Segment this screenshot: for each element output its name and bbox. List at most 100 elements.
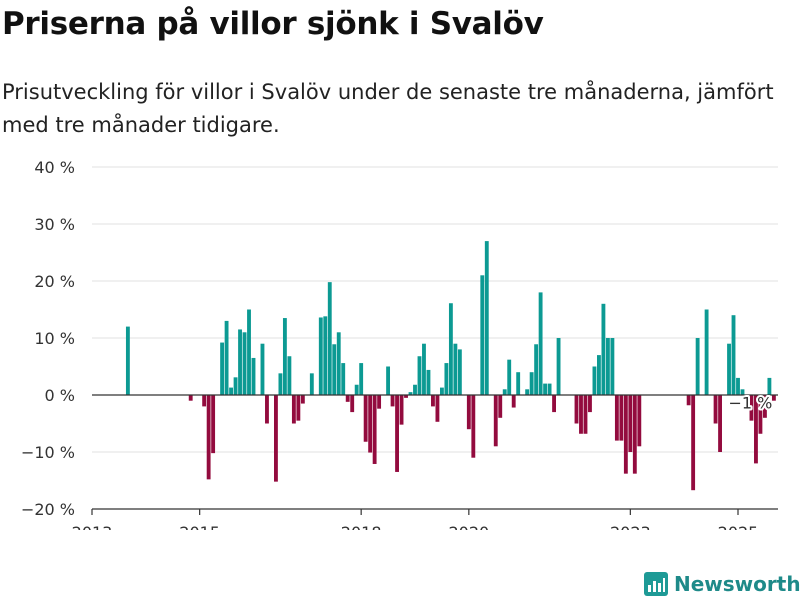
bar bbox=[628, 395, 633, 452]
x-tick-label: 2013 bbox=[72, 523, 113, 530]
bar bbox=[619, 395, 624, 441]
bar bbox=[309, 373, 314, 395]
bar bbox=[736, 377, 740, 395]
bar bbox=[233, 377, 238, 395]
x-tick-label: 2015 bbox=[179, 523, 220, 530]
x-tick-label: 2020 bbox=[448, 523, 489, 530]
bar bbox=[614, 395, 619, 441]
x-tick-label: 2025 bbox=[718, 523, 759, 530]
bar bbox=[686, 395, 691, 406]
bar bbox=[202, 395, 207, 407]
bar bbox=[282, 318, 287, 395]
label-layer: −1 % bbox=[726, 392, 774, 415]
bar bbox=[274, 395, 278, 482]
bar bbox=[511, 395, 516, 408]
y-tick-label: 30 % bbox=[34, 215, 75, 234]
bar bbox=[771, 395, 776, 401]
bar bbox=[238, 329, 242, 395]
bar bbox=[605, 338, 610, 395]
bar bbox=[206, 395, 211, 480]
bar bbox=[399, 395, 404, 425]
newsworthy-logo-icon bbox=[644, 572, 668, 596]
y-tick-label: 0 % bbox=[45, 386, 75, 405]
bar bbox=[300, 395, 305, 404]
bar bbox=[422, 343, 426, 395]
bar bbox=[251, 357, 256, 395]
bar bbox=[718, 395, 722, 452]
bar bbox=[368, 395, 373, 453]
bar bbox=[354, 384, 359, 395]
bar bbox=[224, 320, 229, 395]
bar bbox=[220, 342, 225, 395]
bar bbox=[556, 338, 561, 395]
bar bbox=[502, 389, 507, 395]
bar bbox=[265, 395, 269, 424]
grid-layer bbox=[92, 166, 778, 453]
bar bbox=[529, 372, 534, 395]
chart-title: Priserna på villor sjönk i Svalöv bbox=[2, 6, 544, 42]
bar bbox=[211, 395, 216, 454]
bar bbox=[278, 373, 283, 395]
bar bbox=[498, 395, 503, 418]
bar bbox=[754, 395, 758, 464]
y-tick-label: −20 % bbox=[21, 500, 75, 519]
bar bbox=[453, 343, 458, 395]
bar bbox=[287, 356, 292, 395]
bar bbox=[691, 395, 696, 491]
bar bbox=[637, 395, 642, 447]
latest-value-label: −1 % bbox=[728, 394, 772, 413]
bar bbox=[588, 395, 592, 413]
bar-layer bbox=[125, 241, 776, 491]
bar bbox=[579, 395, 583, 434]
chart-subtitle: Prisutveckling för villor i Svalöv under… bbox=[2, 80, 774, 137]
bar bbox=[188, 395, 193, 401]
bar bbox=[466, 395, 471, 430]
bar bbox=[713, 395, 718, 424]
bar bbox=[404, 395, 408, 398]
bar bbox=[363, 395, 368, 442]
bar bbox=[592, 366, 597, 395]
bar bbox=[480, 275, 485, 395]
bar bbox=[623, 395, 628, 474]
bar bbox=[484, 241, 489, 395]
bar bbox=[332, 344, 337, 395]
bar bbox=[704, 309, 709, 395]
bar bbox=[296, 395, 301, 421]
bar bbox=[435, 395, 440, 422]
y-tick-label: −10 % bbox=[21, 443, 75, 462]
bar bbox=[247, 309, 251, 395]
bar bbox=[359, 363, 364, 395]
x-tick-label: 2018 bbox=[341, 523, 382, 530]
bar bbox=[323, 316, 328, 395]
bar bbox=[408, 392, 413, 395]
bar bbox=[762, 395, 767, 418]
y-tick-label: 10 % bbox=[34, 329, 75, 348]
bar bbox=[583, 395, 588, 434]
bar bbox=[543, 383, 548, 395]
bar bbox=[574, 395, 579, 424]
bar bbox=[413, 384, 417, 395]
bar bbox=[439, 387, 444, 395]
y-tick-label: 40 % bbox=[34, 158, 75, 177]
bar bbox=[377, 395, 382, 409]
bar bbox=[260, 343, 265, 395]
bar bbox=[345, 395, 350, 402]
axis-layer: 40 % 30 % 20 % 10 % 0 % −10 % −20 % 2013 2015 201… bbox=[21, 158, 778, 530]
bar bbox=[426, 369, 431, 395]
bar bbox=[632, 395, 637, 474]
bar bbox=[727, 343, 731, 395]
bar bbox=[525, 389, 530, 395]
bar bbox=[610, 338, 615, 395]
bar bbox=[538, 292, 543, 395]
bar bbox=[471, 395, 476, 458]
bar bbox=[395, 395, 399, 472]
bar bbox=[767, 377, 772, 395]
bar bbox=[597, 355, 601, 395]
bar bbox=[516, 372, 521, 395]
bar bbox=[457, 349, 462, 395]
bar bbox=[493, 395, 498, 447]
bar bbox=[758, 395, 763, 434]
bar bbox=[291, 395, 296, 424]
bar bbox=[695, 338, 700, 395]
bar bbox=[242, 332, 247, 395]
